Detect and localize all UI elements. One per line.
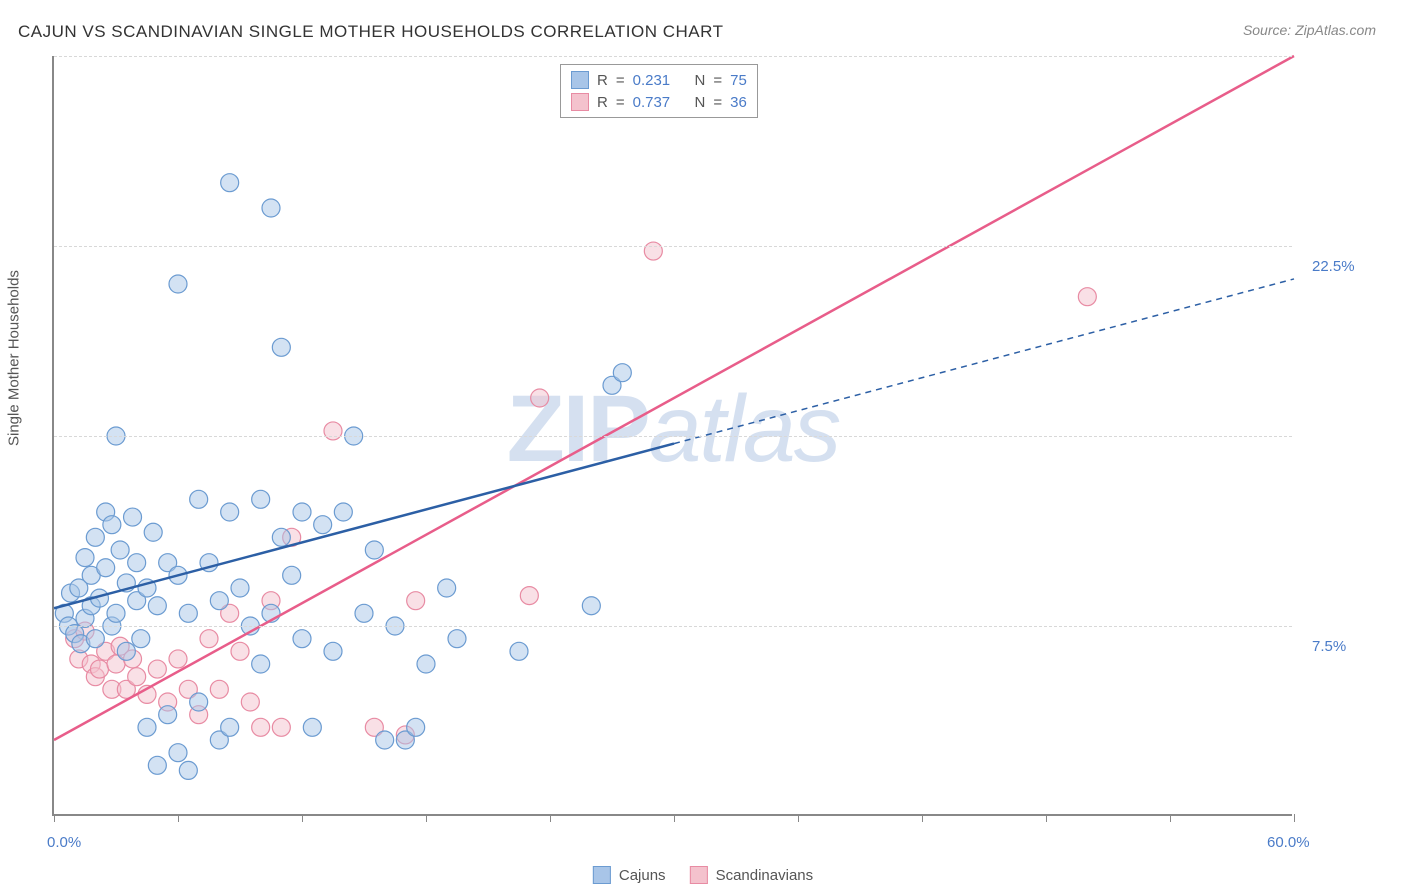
swatch-scandinavians	[571, 93, 589, 111]
stats-legend: R = 0.231 N = 75 R = 0.737 N = 36	[560, 64, 758, 118]
source-name: ZipAtlas.com	[1295, 22, 1376, 38]
source-label: Source:	[1243, 22, 1291, 38]
equals-sign: =	[616, 72, 625, 89]
stats-row-scandinavians: R = 0.737 N = 36	[567, 91, 751, 113]
stats-row-cajuns: R = 0.231 N = 75	[567, 69, 751, 91]
plot-area: ZIPatlas	[52, 56, 1292, 816]
n-label: N	[695, 94, 706, 111]
legend-item-cajuns: Cajuns	[593, 866, 666, 884]
equals-sign: =	[713, 94, 722, 111]
n-label: N	[695, 72, 706, 89]
y-tick-label: 7.5%	[1312, 638, 1346, 655]
swatch-cajuns	[593, 866, 611, 884]
source-attribution: Source: ZipAtlas.com	[1243, 22, 1376, 38]
y-tick-label: 22.5%	[1312, 258, 1355, 275]
series-legend: Cajuns Scandinavians	[593, 866, 813, 884]
legend-label-cajuns: Cajuns	[619, 867, 666, 884]
x-tick-label: 60.0%	[1267, 834, 1310, 851]
chart-container: CAJUN VS SCANDINAVIAN SINGLE MOTHER HOUS…	[0, 0, 1406, 892]
equals-sign: =	[713, 72, 722, 89]
n-value-cajuns: 75	[730, 72, 747, 89]
equals-sign: =	[616, 94, 625, 111]
swatch-cajuns	[571, 71, 589, 89]
swatch-scandinavians	[690, 866, 708, 884]
legend-label-scandinavians: Scandinavians	[716, 867, 814, 884]
n-value-scandinavians: 36	[730, 94, 747, 111]
r-label: R	[597, 94, 608, 111]
y-axis-label: Single Mother Households	[6, 270, 23, 446]
r-value-cajuns: 0.231	[633, 72, 671, 89]
r-label: R	[597, 72, 608, 89]
scatter-plot-svg	[54, 56, 1292, 814]
x-tick-label: 0.0%	[47, 834, 81, 851]
legend-item-scandinavians: Scandinavians	[690, 866, 814, 884]
r-value-scandinavians: 0.737	[633, 94, 671, 111]
chart-title: CAJUN VS SCANDINAVIAN SINGLE MOTHER HOUS…	[18, 22, 724, 42]
